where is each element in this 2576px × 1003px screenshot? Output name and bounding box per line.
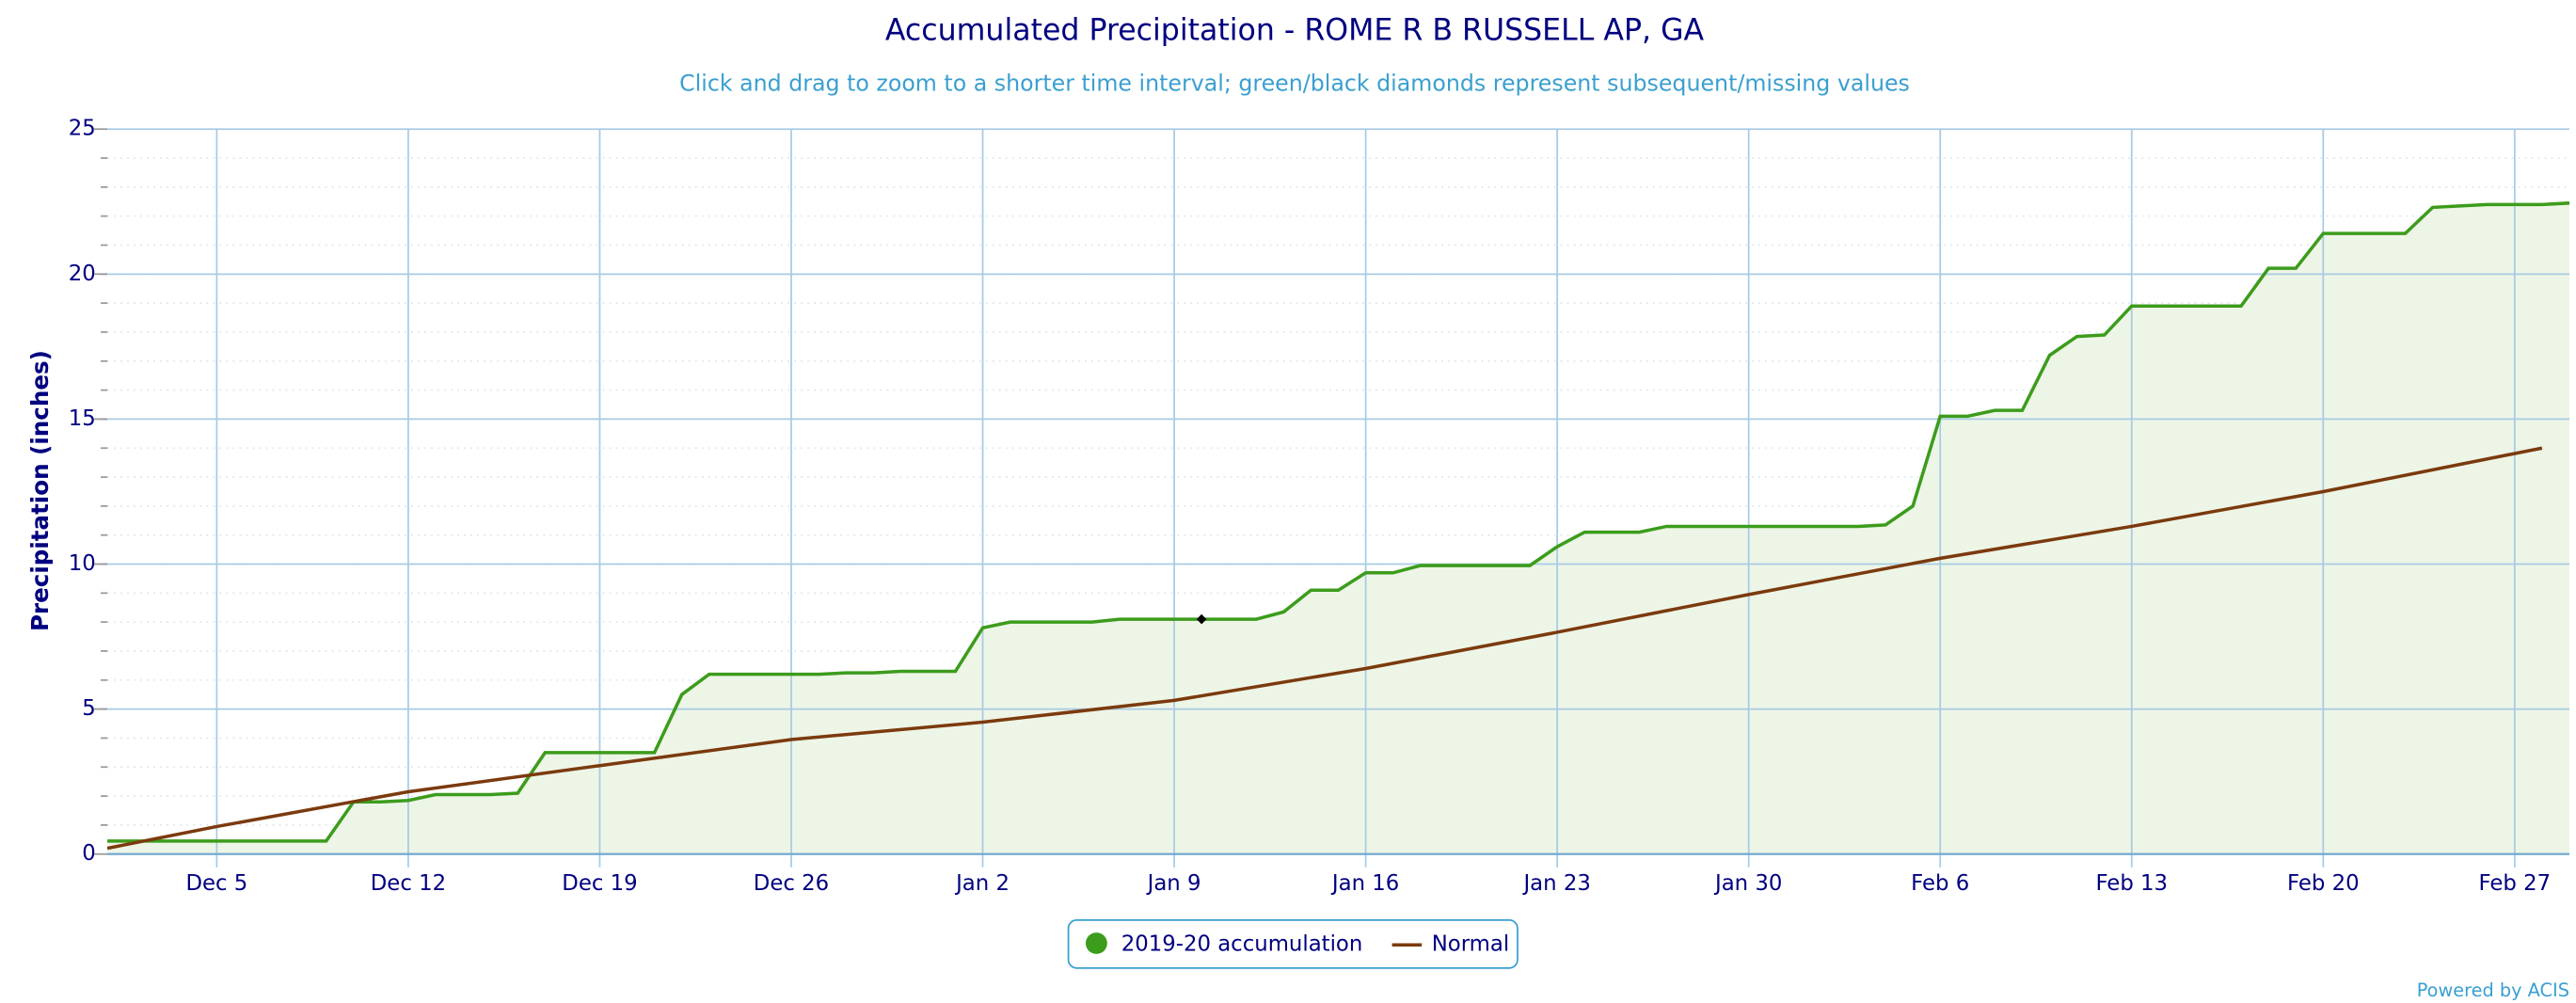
missing-marker — [1196, 613, 1207, 625]
y-tick-label: 20 — [69, 262, 96, 286]
area-fill — [107, 202, 2569, 854]
x-tick-label: Feb 13 — [2095, 871, 2168, 896]
x-tick-label: Dec 12 — [371, 871, 446, 896]
y-tick-label: 5 — [82, 696, 96, 721]
legend-marker — [1085, 932, 1107, 954]
x-tick-label: Jan 23 — [1521, 871, 1590, 896]
x-tick-label: Feb 27 — [2479, 871, 2552, 896]
series-line — [107, 201, 2570, 843]
chart-subtitle: Click and drag to zoom to a shorter time… — [679, 70, 1910, 96]
series-line — [106, 446, 2543, 851]
x-tick-label: Dec 19 — [562, 871, 637, 896]
y-tick-label: 10 — [69, 551, 96, 576]
x-tick-label: Jan 2 — [954, 871, 1010, 896]
legend-label: 2019-20 accumulation — [1121, 932, 1363, 957]
legend-label: Normal — [1432, 932, 1509, 957]
x-tick-label: Jan 9 — [1146, 871, 1201, 896]
y-axis-label: Precipitation (inches) — [26, 350, 54, 631]
legend-box — [1067, 919, 1519, 969]
x-tick-label: Dec 5 — [185, 871, 247, 896]
x-tick-label: Dec 26 — [754, 871, 829, 896]
x-tick-label: Feb 20 — [2287, 871, 2360, 896]
y-tick-label: 25 — [69, 117, 96, 141]
x-tick-label: Jan 30 — [1713, 871, 1782, 896]
chart-title: Accumulated Precipitation - ROME R B RUS… — [885, 14, 1705, 48]
x-tick-label: Jan 16 — [1330, 871, 1399, 896]
y-tick-label: 15 — [69, 406, 96, 431]
y-tick-label: 0 — [82, 841, 96, 866]
credit: Powered by ACIS — [2417, 979, 2569, 1001]
x-tick-label: Feb 6 — [1911, 871, 1969, 896]
